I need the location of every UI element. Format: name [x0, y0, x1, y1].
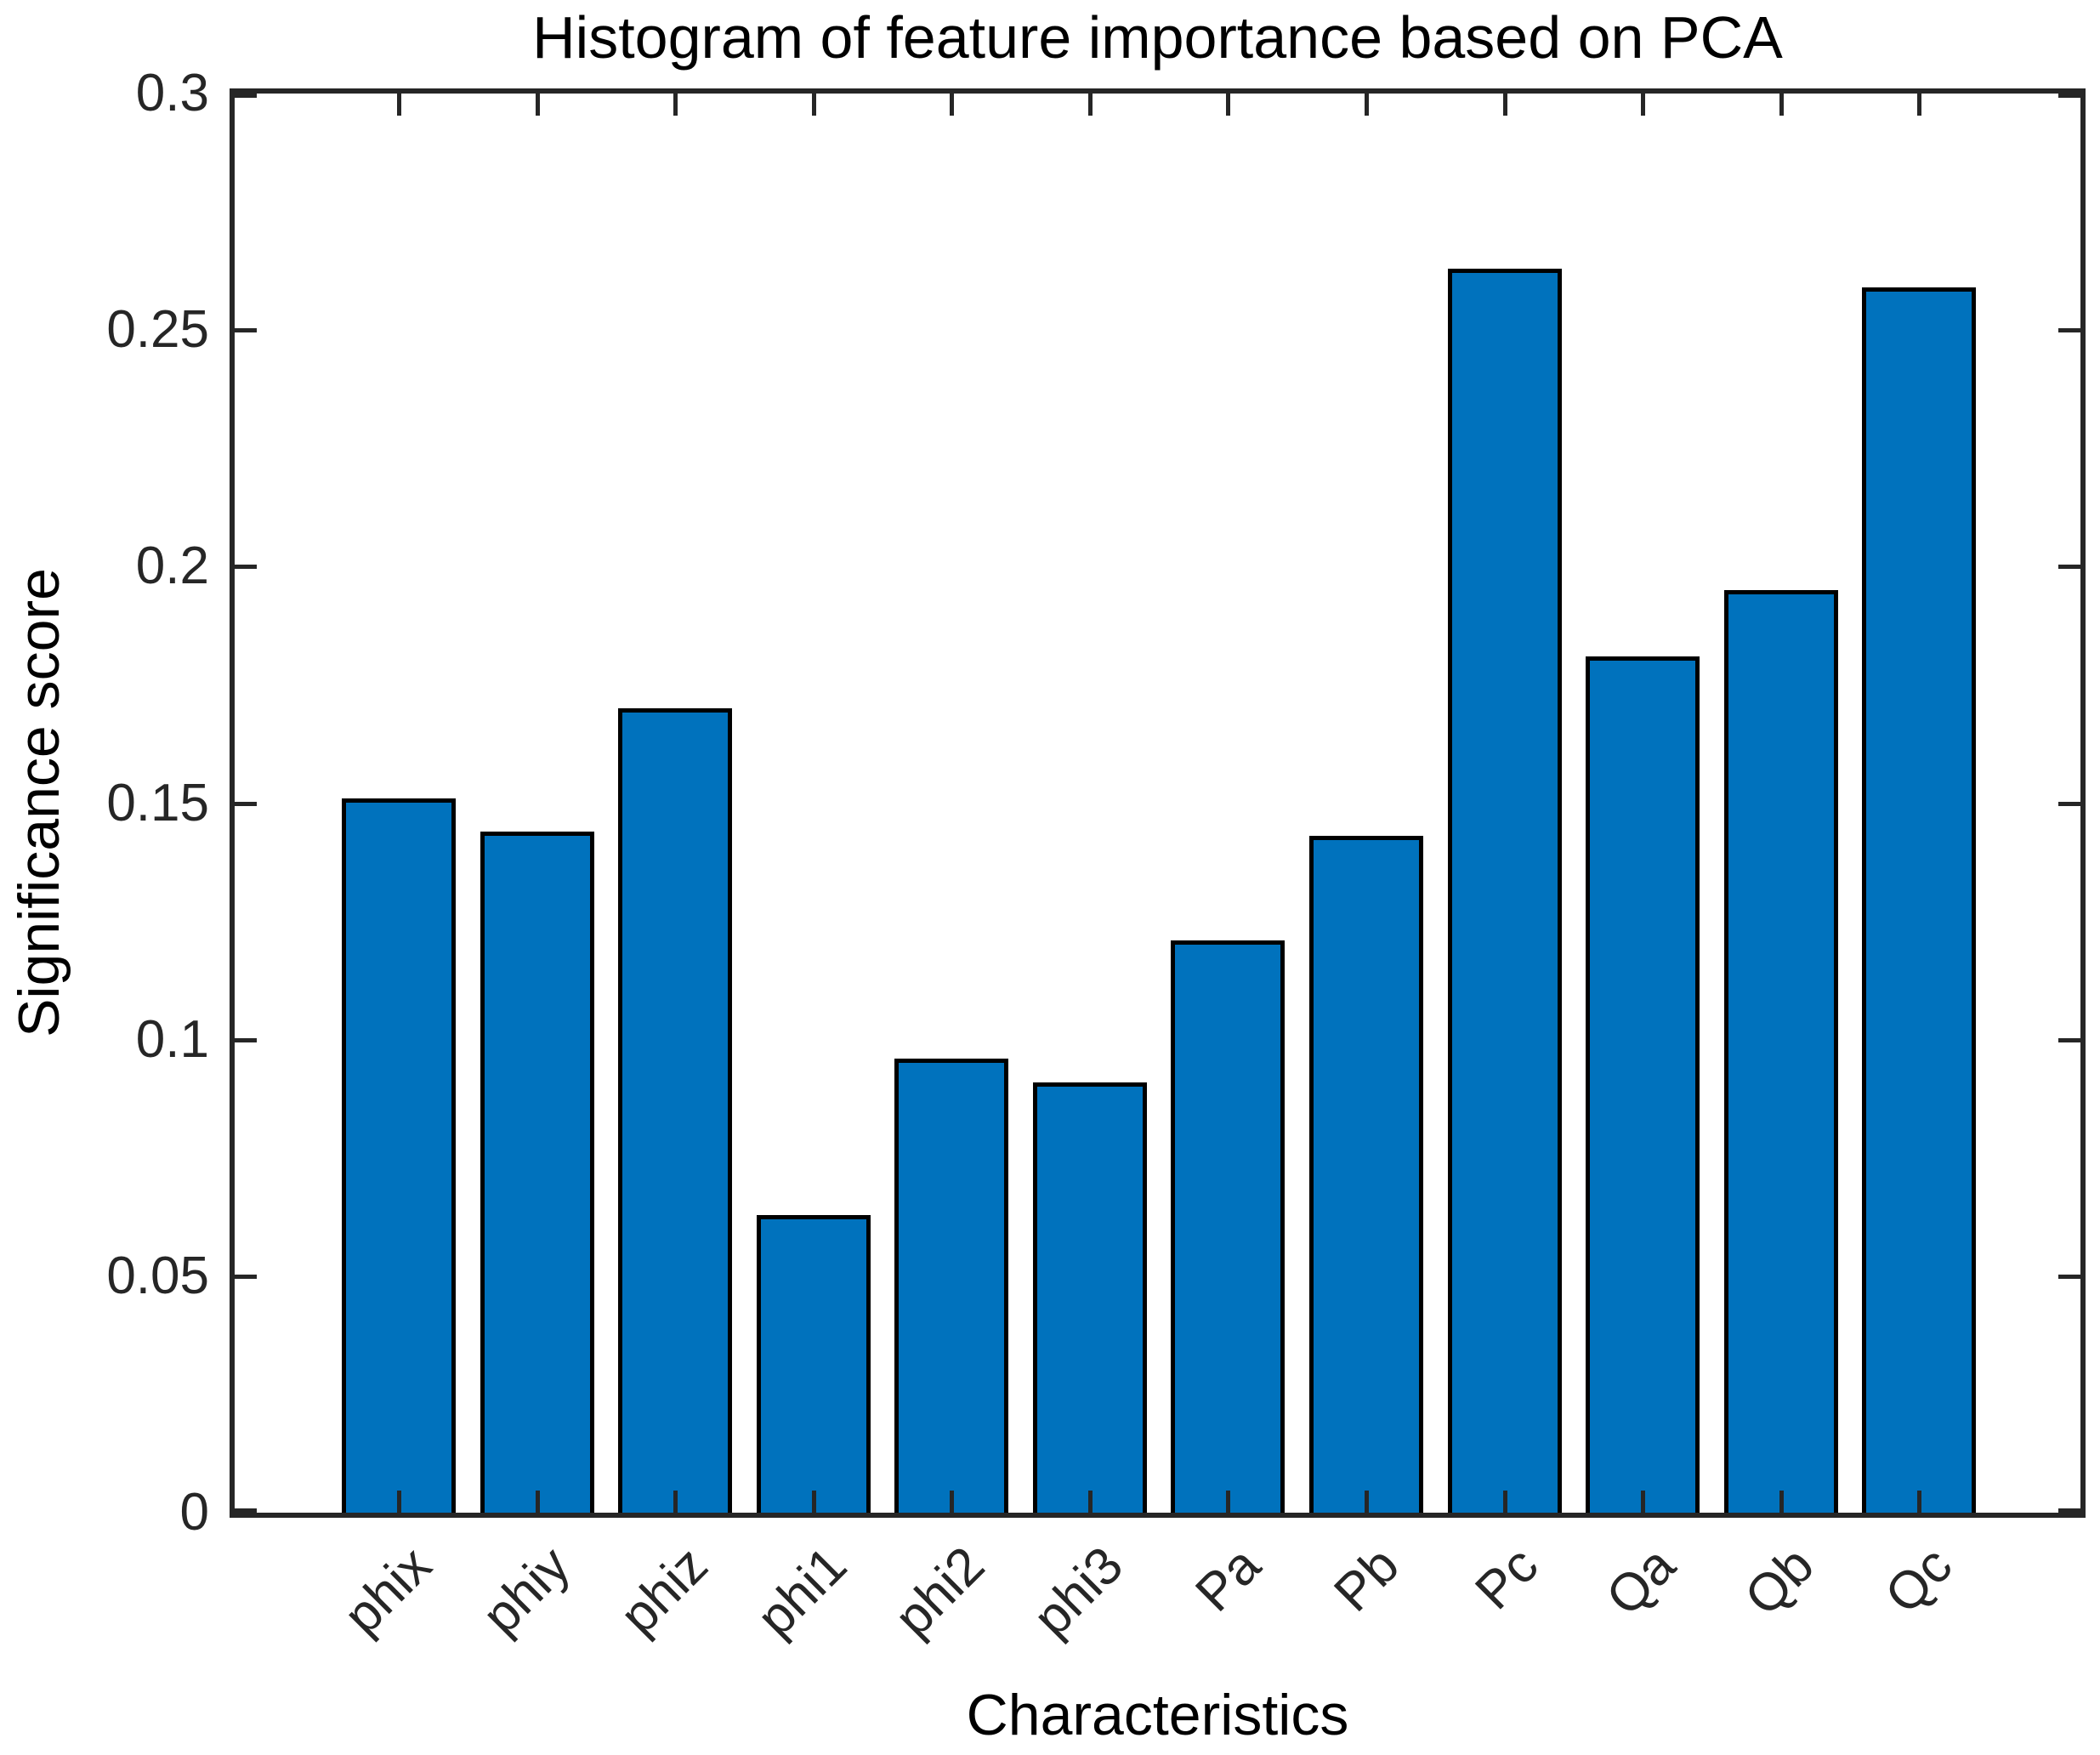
y-tick	[2058, 328, 2080, 332]
x-tick	[536, 1491, 540, 1513]
x-tick-label: Pb	[1323, 1536, 1410, 1623]
bar-phiz	[618, 708, 732, 1513]
bar-phix	[342, 798, 456, 1513]
x-tick	[1641, 94, 1645, 116]
x-tick	[397, 94, 401, 116]
x-tick	[950, 94, 954, 116]
bar-Qb	[1724, 590, 1838, 1513]
y-tick-label: 0.3	[135, 64, 209, 122]
plot-area: phix phiy phiz phi1 phi2 phi3 Pa Pb Pc Qa Qb Qc 0 0.0…	[106, 67, 2086, 1648]
bar-phi3	[1033, 1082, 1147, 1513]
x-tick-label: phiy	[471, 1536, 582, 1646]
bar-Pa	[1171, 940, 1285, 1513]
bar-phi2	[894, 1059, 1008, 1513]
y-tick-label: 0.2	[135, 537, 209, 595]
y-axis-label: Significance score	[7, 568, 71, 1037]
x-axis-label: Characteristics	[966, 1683, 1349, 1747]
x-tick	[812, 1491, 816, 1513]
y-tick	[235, 565, 257, 569]
x-tick-label: phiz	[609, 1536, 719, 1646]
y-tick	[235, 802, 257, 806]
x-tick	[1365, 94, 1369, 116]
x-tick-label: phi1	[746, 1536, 858, 1648]
x-tick-label: Pa	[1184, 1536, 1272, 1623]
y-tick	[235, 1038, 257, 1042]
bar-Qa	[1586, 656, 1700, 1513]
x-tick	[1779, 94, 1784, 116]
bar-Pb	[1309, 836, 1423, 1513]
y-tick	[235, 1508, 257, 1513]
y-tick	[2058, 94, 2080, 98]
x-tick-label: phi3	[1022, 1536, 1134, 1648]
x-tick	[1779, 1491, 1784, 1513]
x-tick	[1503, 94, 1507, 116]
y-tick-label: 0	[179, 1483, 209, 1542]
bar-Qc	[1862, 287, 1976, 1513]
x-tick	[1917, 1491, 1921, 1513]
x-tick	[1917, 94, 1921, 116]
x-tick	[812, 94, 816, 116]
y-tick	[235, 1275, 257, 1279]
y-tick-label: 0.05	[106, 1247, 209, 1305]
x-tick	[1503, 1491, 1507, 1513]
y-tick	[2058, 1275, 2080, 1279]
x-tick	[1365, 1491, 1369, 1513]
x-tick	[1226, 1491, 1230, 1513]
bar-phi1	[757, 1215, 871, 1513]
x-tick	[673, 1491, 678, 1513]
bar-phiy	[480, 832, 594, 1513]
y-tick	[2058, 1038, 2080, 1042]
x-tick	[1226, 94, 1230, 116]
y-tick-label: 0.25	[106, 300, 209, 359]
x-tick	[1088, 94, 1093, 116]
y-tick-label: 0.15	[106, 774, 209, 832]
x-tick-label: Qa	[1595, 1536, 1687, 1627]
chart-title: Histogram of feature importance based on…	[532, 4, 1783, 71]
x-tick	[1088, 1491, 1093, 1513]
x-tick-label: phix	[332, 1536, 443, 1646]
y-tick-label: 0.1	[135, 1010, 209, 1069]
x-tick-label: Qc	[1874, 1536, 1963, 1625]
x-tick	[536, 94, 540, 116]
y-tick	[2058, 565, 2080, 569]
y-tick	[235, 328, 257, 332]
x-tick-label: phi2	[883, 1536, 996, 1648]
y-tick	[235, 94, 257, 98]
y-tick	[2058, 1508, 2080, 1513]
bar-Pc	[1448, 269, 1562, 1513]
y-tick	[2058, 802, 2080, 806]
x-tick	[1641, 1491, 1645, 1513]
x-tick	[950, 1491, 954, 1513]
x-tick-label: Qb	[1734, 1536, 1825, 1627]
x-tick	[673, 94, 678, 116]
x-tick	[397, 1491, 401, 1513]
x-tick-label: Pc	[1464, 1536, 1549, 1622]
